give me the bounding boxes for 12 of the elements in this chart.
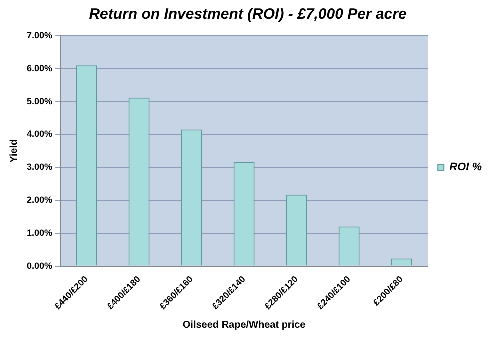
- y-axis-title: Yield: [8, 139, 20, 163]
- x-axis-title: Oilseed Rape/Wheat price: [182, 320, 306, 331]
- y-tick-label: 7.00%: [26, 30, 53, 40]
- y-tick-label: 5.00%: [26, 96, 53, 106]
- y-tick-label: 6.00%: [26, 63, 53, 74]
- legend-label: ROI %: [450, 162, 482, 174]
- chart-title: Return on Investment (ROI) - £7,000 Per acre: [89, 6, 407, 24]
- y-tick-label: 3.00%: [26, 162, 53, 172]
- y-tick-label: 2.00%: [26, 194, 53, 205]
- y-tick-label: 1.00%: [26, 228, 53, 238]
- y-tick-label: 4.00%: [26, 129, 53, 140]
- y-tick-label: 0.00%: [26, 260, 53, 271]
